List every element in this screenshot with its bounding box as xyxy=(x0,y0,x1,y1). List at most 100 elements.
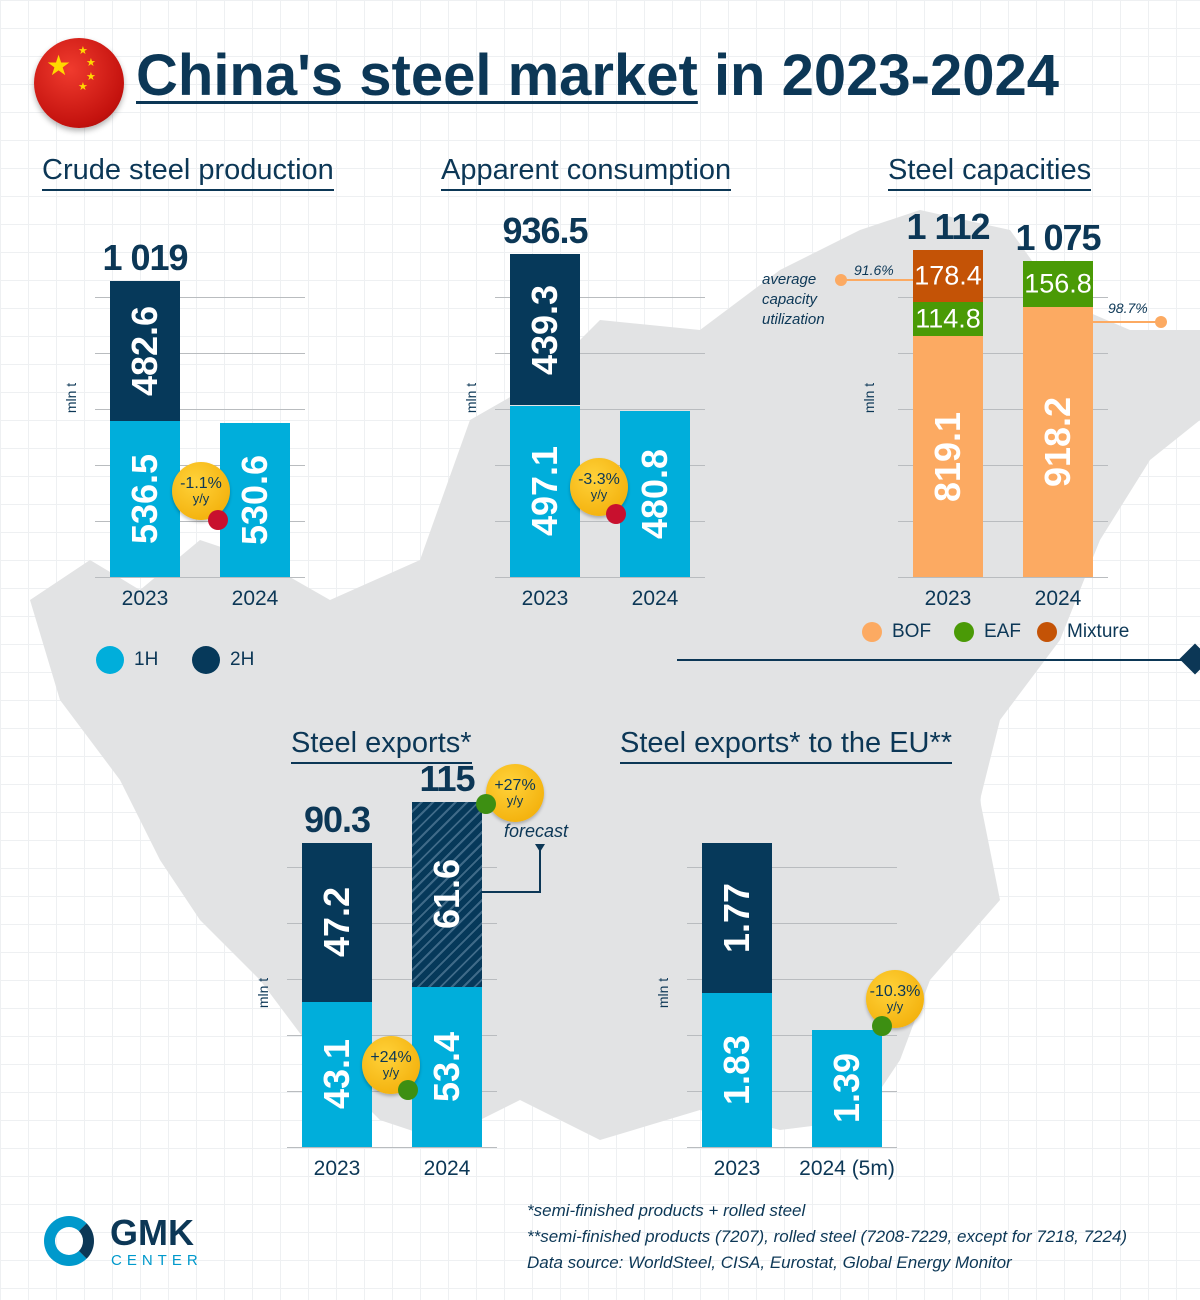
legend-eaf: EAF xyxy=(954,621,1021,643)
gmk-logo-icon xyxy=(44,1216,94,1266)
bar-segment-2h-2023: 482.6 xyxy=(110,280,180,422)
bar-segment-mixture-2023: 178.4 xyxy=(913,249,983,303)
change-unit: y/y xyxy=(886,999,904,1014)
divider-line xyxy=(677,659,1192,661)
bar-value-label: 530.6 xyxy=(234,454,275,545)
bar-value-label: 480.8 xyxy=(634,449,675,540)
bar-value-label: 1.39 xyxy=(826,1053,867,1124)
x-tick-label: 2023 xyxy=(521,587,569,610)
y-axis-label: mln t xyxy=(63,382,80,414)
bar-value-label: 918.2 xyxy=(1037,396,1078,488)
bar-value-label: 178.4 xyxy=(914,260,982,291)
x-tick-label: 2023 xyxy=(713,1157,761,1180)
gridline xyxy=(898,465,1108,466)
x-tick-label: 2023 xyxy=(924,587,972,610)
gridline xyxy=(95,297,305,298)
change-unit: y/y xyxy=(382,1065,400,1080)
bar-total-label: 1 075 xyxy=(1015,216,1101,258)
change-unit: y/y xyxy=(192,491,210,506)
section-title-exports: Steel exports* xyxy=(291,727,472,764)
bar-segment-2h-2024: 61.6 xyxy=(412,802,482,987)
bar-segment-eaf-2023: 114.8 xyxy=(913,302,983,337)
gridline xyxy=(687,979,897,980)
gridline xyxy=(898,577,1108,578)
bar-segment-2h-2023: 439.3 xyxy=(510,253,580,406)
gridline xyxy=(687,1147,897,1148)
legend-bof: BOF xyxy=(862,621,931,643)
bar-segment-1h-2023: 1.83 xyxy=(702,992,772,1147)
utilization-dot-icon xyxy=(835,274,847,286)
gridline xyxy=(287,979,497,980)
section-title-crude: Crude steel production xyxy=(42,154,334,191)
title-years: in 2023-2024 xyxy=(697,43,1059,108)
change-unit: y/y xyxy=(590,487,608,502)
x-tick-label: 2024 (5m) xyxy=(799,1157,895,1180)
change-dot-icon xyxy=(606,504,626,524)
logo-name: GMK xyxy=(110,1212,194,1253)
bar-segment-1h-2024: 480.8 xyxy=(620,411,690,577)
bar-value-label: 156.8 xyxy=(1024,268,1092,299)
bar-value-label: 536.5 xyxy=(124,454,165,545)
bar-value-label: 1.77 xyxy=(716,882,757,953)
change-value: +24% xyxy=(370,1049,412,1066)
y-axis-label: mln t xyxy=(861,382,878,414)
y-axis-label: mln t xyxy=(255,977,272,1009)
x-tick-label: 2024 xyxy=(423,1157,471,1180)
bar-total-label: 1 112 xyxy=(906,205,990,247)
change-badge: +24% y/y xyxy=(362,1036,420,1094)
bar-value-label: 439.3 xyxy=(524,284,565,375)
gridline xyxy=(898,353,1108,354)
bar-value-label: 47.2 xyxy=(316,887,357,958)
title-main: China's steel market xyxy=(136,43,698,108)
utilization-dot-icon xyxy=(1155,316,1167,328)
x-tick-label: 2023 xyxy=(121,587,169,610)
bar-value-label: 53.4 xyxy=(426,1031,467,1102)
section-title-consumption: Apparent consumption xyxy=(441,154,732,191)
change-dot-icon xyxy=(208,510,228,530)
change-value: -10.3% xyxy=(869,983,921,1000)
section-title-capacities: Steel capacities xyxy=(888,154,1092,191)
bar-segment-2h-2023: 1.77 xyxy=(702,843,772,993)
gridline xyxy=(687,867,897,868)
legend-swatch xyxy=(96,646,124,674)
bar-segment-2h-2023: 47.2 xyxy=(302,842,372,1002)
x-tick-label: 2024 xyxy=(631,587,679,610)
change-badge: +27% y/y xyxy=(486,764,544,822)
bar-value-label: 497.1 xyxy=(524,446,565,537)
legend-label: EAF xyxy=(984,621,1021,642)
utilization-line-2024 xyxy=(1093,321,1161,323)
bar-segment-bof-2023: 819.1 xyxy=(913,336,983,577)
bar-total-label: 90.3 xyxy=(303,798,371,840)
gridline xyxy=(95,409,305,410)
bar-segment-eaf-2024: 156.8 xyxy=(1023,260,1093,308)
gridline xyxy=(287,923,497,924)
change-dot-icon xyxy=(872,1016,892,1036)
legend-label: Mixture xyxy=(1067,621,1130,642)
change-dot-icon xyxy=(476,794,496,814)
change-badge: -3.3% y/y xyxy=(570,458,628,516)
utilization-2024: 98.7% xyxy=(1108,300,1148,316)
legend-swatch xyxy=(192,646,220,674)
utilization-label: average capacity utilization xyxy=(762,271,825,328)
bar-value-label: 1.83 xyxy=(716,1034,757,1105)
change-value: +27% xyxy=(494,777,536,794)
bar-value-label: 43.1 xyxy=(316,1039,357,1110)
gridline xyxy=(95,521,305,522)
gridline xyxy=(898,409,1108,410)
y-axis-label: mln t xyxy=(463,382,480,414)
x-tick-label: 2024 xyxy=(231,587,279,610)
bar-total-label: 936.5 xyxy=(502,209,588,251)
legend-1h: 1H xyxy=(96,646,158,674)
bar-segment-1h-2023: 43.1 xyxy=(302,1001,372,1147)
x-tick-label: 2024 xyxy=(1034,587,1082,610)
page-title: China's steel market in 2023-2024 xyxy=(136,42,1059,109)
bar-segment-1h-2023: 536.5 xyxy=(110,421,180,577)
bar-segment-bof-2024: 918.2 xyxy=(1023,307,1093,577)
legend-label: BOF xyxy=(892,621,932,642)
gridline xyxy=(495,353,705,354)
bar-value-label: 61.6 xyxy=(426,859,467,930)
logo-sub: CENTER xyxy=(111,1252,203,1269)
legend-swatch xyxy=(1037,622,1057,642)
utilization-2023: 91.6% xyxy=(854,262,894,278)
